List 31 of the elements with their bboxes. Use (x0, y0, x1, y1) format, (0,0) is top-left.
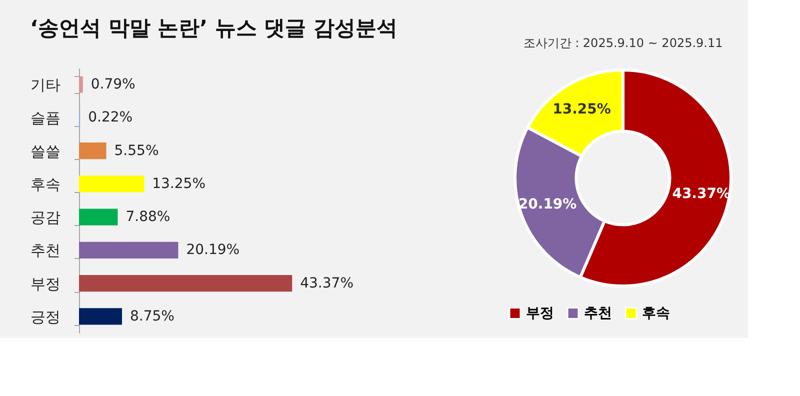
y-tick-label: 공감 (30, 208, 60, 227)
data-label: 8.75% (130, 308, 174, 324)
data-label: 43.37% (672, 186, 731, 202)
y-tick-label: 기타 (30, 76, 60, 94)
y-tick-label: 부정 (30, 274, 60, 293)
legend-label: 부정 (526, 305, 554, 322)
data-label: 7.88% (126, 209, 170, 226)
data-label: 13.25% (552, 101, 611, 118)
data-label: 5.55% (114, 142, 159, 159)
y-tick-label: 추천 (30, 242, 60, 260)
y-tick-label: 쓸쓸 (30, 142, 60, 160)
bar (79, 76, 83, 93)
data-label: 0.22% (88, 110, 133, 126)
y-tick-label: 슬픔 (30, 109, 60, 128)
y-tick-label: 후속 (30, 175, 60, 194)
text: 조사기간 : 2025.9.10 ~ 2025.9.11 (523, 36, 723, 50)
bar (79, 208, 118, 226)
data-label: 20.19% (518, 196, 577, 213)
bar (79, 176, 144, 192)
bar (79, 242, 178, 258)
legend-label: 추천 (584, 305, 612, 322)
bar (79, 275, 292, 292)
y-tick-label: 긍정 (30, 308, 60, 326)
chart-title: ‘송언석 막말 논란’ 뉴스 댓글 감성분석 (30, 16, 398, 40)
data-label: 0.79% (90, 76, 136, 93)
data-label: 43.37% (300, 275, 354, 292)
bar (79, 142, 106, 160)
data-label: 13.25% (152, 176, 206, 192)
legend-label: 후속 (642, 305, 670, 322)
data-label: 20.19% (186, 242, 240, 258)
bar (79, 308, 122, 325)
